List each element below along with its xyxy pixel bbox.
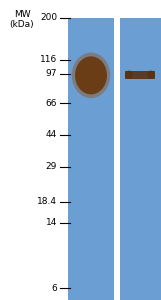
- Text: 97: 97: [46, 69, 57, 78]
- Text: 66: 66: [46, 99, 57, 108]
- Ellipse shape: [125, 70, 133, 79]
- Bar: [120, 18, 161, 300]
- Text: 44: 44: [46, 130, 57, 139]
- Ellipse shape: [147, 70, 155, 79]
- Bar: [125, 70, 155, 79]
- Text: 116: 116: [40, 56, 57, 64]
- Ellipse shape: [75, 56, 107, 94]
- Bar: [68, 18, 114, 300]
- Text: 29: 29: [46, 162, 57, 171]
- Text: MW
(kDa): MW (kDa): [10, 10, 34, 29]
- Text: 18.4: 18.4: [37, 197, 57, 206]
- Text: 200: 200: [40, 14, 57, 22]
- Ellipse shape: [72, 52, 110, 98]
- Text: 14: 14: [46, 218, 57, 227]
- Text: 6: 6: [51, 284, 57, 293]
